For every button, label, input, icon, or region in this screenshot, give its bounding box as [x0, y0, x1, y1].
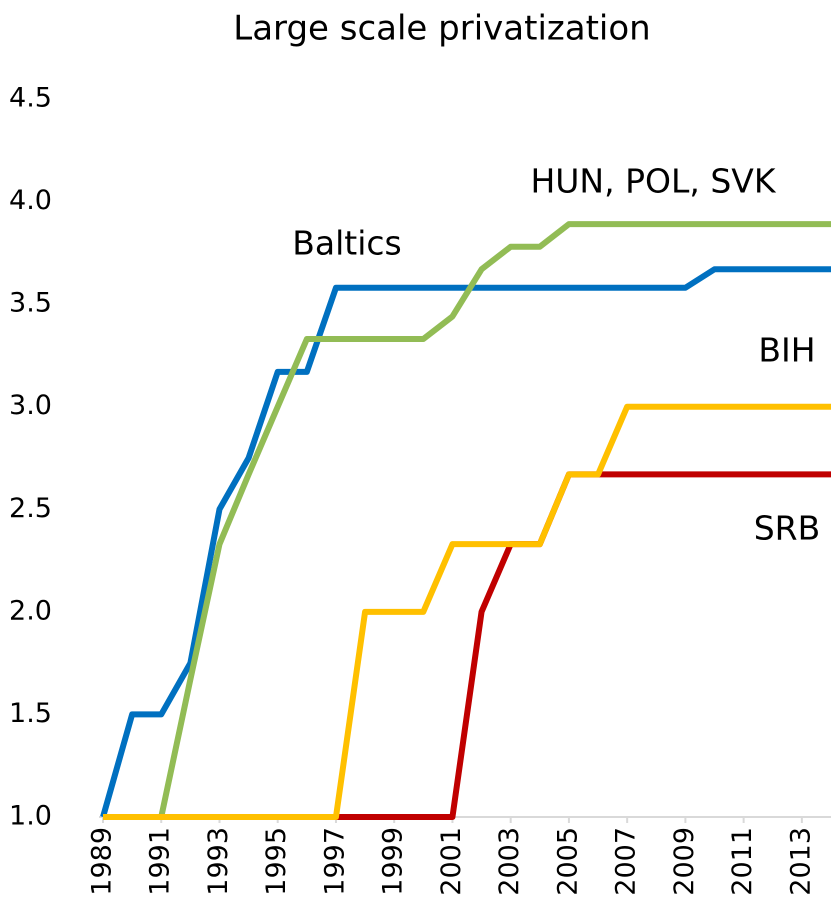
series-label: SRB — [754, 509, 821, 548]
y-tick-label: 2.5 — [9, 493, 52, 524]
x-tick-label: 2001 — [436, 827, 467, 896]
x-tick-label: 2011 — [727, 827, 758, 896]
x-tick-label: 1995 — [261, 827, 292, 896]
series-line — [103, 471, 831, 820]
x-tick-label: 2003 — [494, 827, 525, 896]
chart-title: Large scale privatization — [233, 9, 650, 49]
y-tick-label: 1.0 — [9, 801, 52, 832]
y-tick-label: 4.5 — [9, 83, 52, 114]
y-tick-label: 3.0 — [9, 390, 52, 421]
y-tick-label: 1.5 — [9, 698, 52, 729]
x-tick-label: 1997 — [319, 827, 350, 896]
y-tick-label: 2.0 — [9, 595, 52, 626]
x-tick-label: 2007 — [611, 827, 642, 896]
y-tick-label: 4.0 — [9, 185, 52, 216]
series-line — [103, 221, 831, 820]
x-tick-label: 1993 — [203, 827, 234, 896]
series-label: Baltics — [292, 224, 401, 263]
series-label: BIH — [758, 331, 815, 370]
y-tick-label: 3.5 — [9, 288, 52, 319]
series-line — [103, 403, 831, 820]
x-tick-label: 1999 — [378, 827, 409, 896]
series-label: HUN, POL, SVK — [530, 162, 776, 201]
x-tick-label: 2009 — [669, 827, 700, 896]
x-tick-label: 1991 — [145, 827, 176, 896]
x-tick-label: 2005 — [552, 827, 583, 896]
x-tick-label: 1989 — [87, 827, 118, 896]
x-tick-label: 2013 — [785, 827, 816, 896]
